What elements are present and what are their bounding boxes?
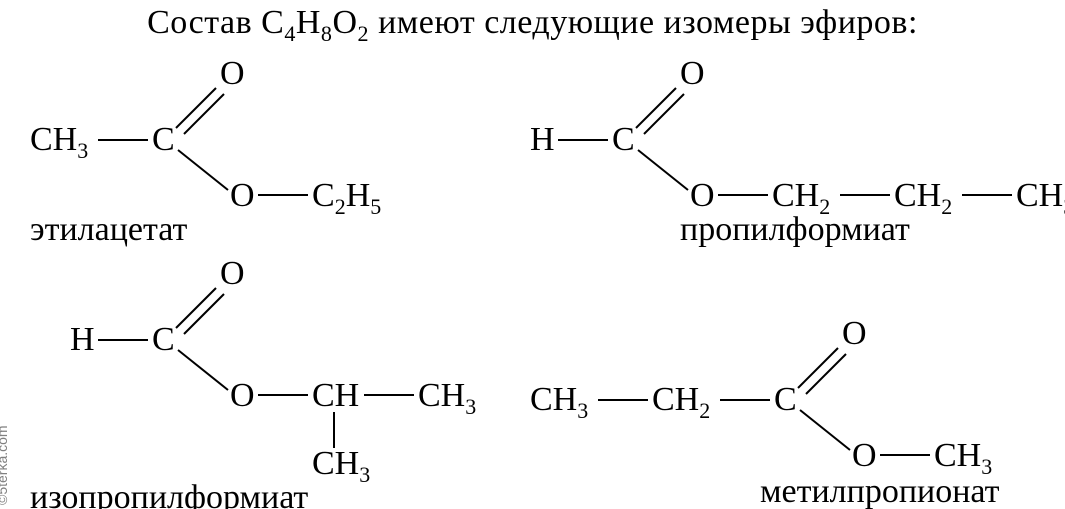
s3-top-o: O (220, 255, 245, 292)
svg-text:CH3: CH3 (312, 445, 370, 487)
s3-r3: CH (418, 377, 465, 414)
title-sub3: 2 (358, 21, 370, 46)
s1-o: O (230, 177, 255, 214)
svg-text:CH2: CH2 (652, 381, 710, 423)
s4-l1-sub: 3 (577, 398, 588, 423)
s1-name: этилацетат (30, 211, 187, 248)
s2-name: пропилформиат (680, 211, 910, 248)
s1-r3: H (346, 177, 371, 214)
s1-left: CH (30, 121, 77, 158)
s3-name: изопропилформиат (30, 479, 308, 509)
svg-text:CH3: CH3 (418, 377, 476, 419)
s4-c: C (774, 381, 797, 418)
s3-o: O (230, 377, 255, 414)
s3-d1-sub: 3 (359, 462, 370, 487)
s4-l1: CH (530, 381, 577, 418)
s3-r3-sub: 3 (465, 394, 476, 419)
svg-text:CH3: CH3 (30, 121, 88, 163)
s1-r3-sub: 5 (370, 194, 381, 219)
title-mid1: H (296, 4, 321, 41)
s1-c: C (152, 121, 175, 158)
title-prefix: Состав C (147, 4, 284, 41)
title-mid2: O (332, 4, 357, 41)
s2-r3-sub: 2 (941, 194, 952, 219)
s2-r4: CH (1016, 177, 1063, 214)
title-suffix: имеют следующие изомеры эфиров: (369, 4, 918, 41)
watermark: ©5terka.com (0, 425, 10, 505)
s4-o: O (852, 437, 877, 474)
s2-c: C (612, 121, 635, 158)
s1-top-o: O (220, 55, 245, 92)
structure-methyl-propionate: CH3 CH2 C O O CH3 метилпропионат (530, 290, 1050, 509)
svg-text:CH3: CH3 (1016, 177, 1065, 219)
s4-l2-sub: 2 (699, 398, 710, 423)
s4-r2: CH (934, 437, 981, 474)
svg-text:CH3: CH3 (530, 381, 588, 423)
structure-isopropyl-formate: H C O O CH CH3 CH3 изопропилформиат (30, 250, 490, 509)
s3-d1: CH (312, 445, 359, 482)
page-title: Состав C4H8O2 имеют следующие изомеры эф… (0, 4, 1065, 47)
svg-text:C2H5: C2H5 (312, 177, 381, 219)
s3-left: H (70, 321, 95, 358)
structure-ethyl-acetate: CH3 C O O C2H5 этилацетат (30, 50, 410, 250)
s1-r2: C (312, 177, 335, 214)
s2-r2: CH (772, 177, 819, 214)
structure-propyl-formate: H C O O CH2 CH2 CH3 пропилформиат (530, 50, 1050, 250)
s2-o: O (690, 177, 715, 214)
s2-r3: CH (894, 177, 941, 214)
s3-ch: CH (312, 377, 359, 414)
s4-name: метилпропионат (760, 473, 1000, 509)
s4-l2: CH (652, 381, 699, 418)
title-sub1: 4 (284, 21, 296, 46)
s4-top-o: O (842, 315, 867, 352)
s3-c: C (152, 321, 175, 358)
title-sub2: 8 (321, 21, 333, 46)
s2-top-o: O (680, 55, 705, 92)
s1-r2-sub: 2 (335, 194, 346, 219)
s2-left: H (530, 121, 555, 158)
s1-left-sub: 3 (77, 138, 88, 163)
